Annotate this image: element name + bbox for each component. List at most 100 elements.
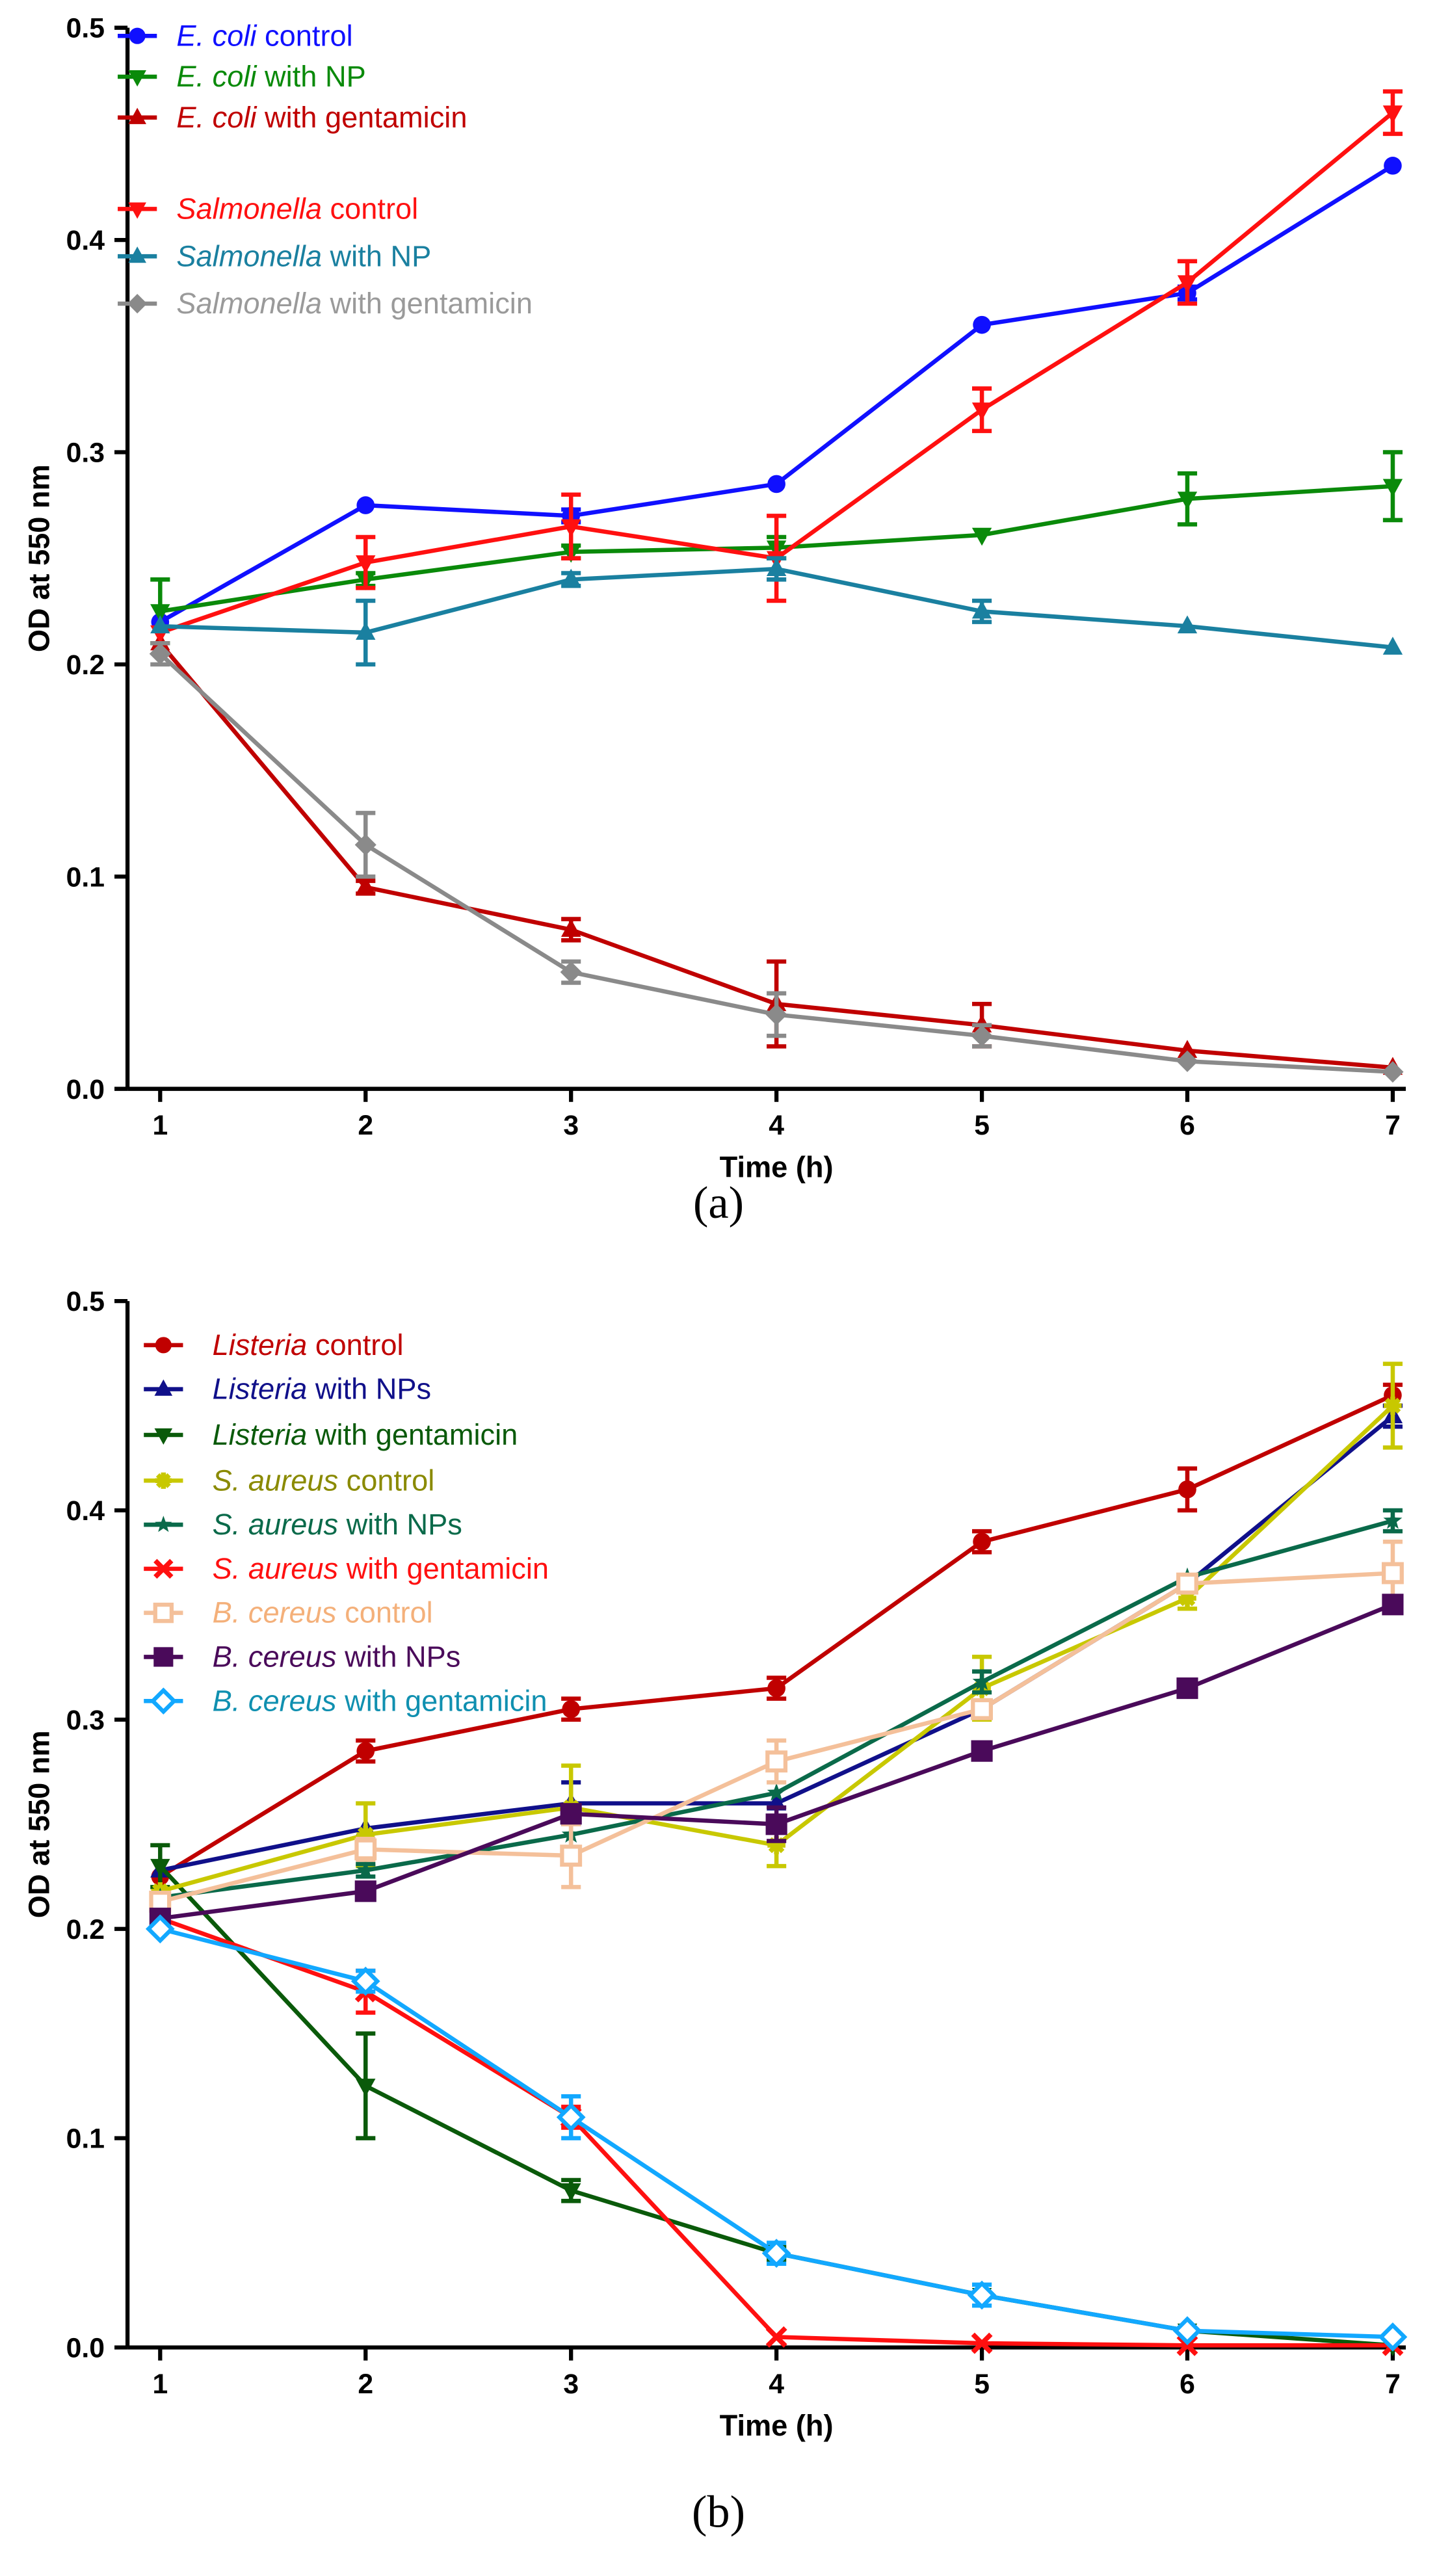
marker-x xyxy=(971,2332,993,2354)
marker-square xyxy=(354,1880,376,1902)
y-axis-title: OD at 550 nm xyxy=(23,464,56,652)
y-axis-title: OD at 550 nm xyxy=(23,1730,56,1918)
legend-label: S. aureus with NPs xyxy=(213,1508,462,1541)
legend-label-italic: Salmonella xyxy=(176,239,322,272)
legend-item: S. aureus with gentamicin xyxy=(144,1552,549,1585)
marker-diamond-open xyxy=(556,2103,586,2132)
x-tick-label: 6 xyxy=(1180,2369,1195,2400)
legend-item: E. coli with NP xyxy=(118,60,366,93)
marker-x xyxy=(1176,2334,1198,2356)
marker-tri-down xyxy=(356,555,376,573)
marker-circle xyxy=(973,315,991,334)
legend-item: B. cereus control xyxy=(144,1596,433,1629)
marker-diamond-open xyxy=(967,2280,997,2310)
marker-diamond xyxy=(560,961,582,983)
marker-diamond xyxy=(765,1003,787,1026)
legend-item: Listeria with gentamicin xyxy=(144,1418,518,1451)
marker-tri-up xyxy=(561,568,581,587)
legend-label-rest: with NP xyxy=(322,239,431,272)
y-tick-label: 0.5 xyxy=(66,1286,105,1317)
legend-label: Listeria with NPs xyxy=(213,1373,432,1406)
legend-label: Salmonella with gentamicin xyxy=(176,287,533,320)
legend-label-italic: Listeria xyxy=(213,1418,308,1451)
x-tick-label: 5 xyxy=(974,2369,990,2400)
legend-label-rest: with NPs xyxy=(307,1373,431,1406)
legend-label: E. coli with gentamicin xyxy=(176,101,467,134)
legend-item: Listeria control xyxy=(144,1328,404,1361)
x-tick-label: 2 xyxy=(358,2369,373,2400)
legend-item: Salmonella with gentamicin xyxy=(118,287,533,320)
marker-circle xyxy=(767,475,785,493)
y-tick-label: 0.1 xyxy=(66,2123,105,2155)
legend-label-rest: with gentamicin xyxy=(337,1684,547,1717)
legend-label-rest: control xyxy=(322,192,418,225)
marker-tri-down xyxy=(150,604,170,622)
series-line xyxy=(159,1926,1393,2339)
marker-tri-up xyxy=(356,876,376,895)
legend-label-italic: E. coli xyxy=(176,60,257,93)
x-tick-label: 3 xyxy=(563,2369,579,2400)
legend-label: Salmonella control xyxy=(176,192,418,225)
marker-square-open xyxy=(1176,1572,1198,1595)
legend-item: B. cereus with NPs xyxy=(144,1640,460,1673)
y-tick-label: 0.3 xyxy=(66,438,105,469)
legend-label-italic: B. cereus xyxy=(213,1684,337,1717)
y-tick-label: 0.2 xyxy=(66,1914,105,1945)
legend-label-italic: S. aureus xyxy=(213,1508,338,1541)
y-tick-label: 0.4 xyxy=(66,1495,105,1527)
marker-tri-up xyxy=(766,558,787,577)
series-line xyxy=(158,1864,1393,2348)
x-tick-label: 1 xyxy=(152,1110,168,1141)
marker-diamond-open xyxy=(1378,2322,1408,2352)
marker-circle xyxy=(767,1679,785,1698)
series-0 xyxy=(151,1382,1403,1886)
marker-square xyxy=(971,1740,993,1762)
legend-item: S. aureus control xyxy=(144,1464,434,1497)
x-tick-label: 2 xyxy=(358,1110,373,1141)
chart-panel-b: 0.0 0.1 0.2 0.3 0.4 0.5 1 2 3 4 5 6 7 Time (h) OD at 5… xyxy=(23,1286,1408,2538)
legend-item: Salmonella control xyxy=(118,192,418,225)
legend-label: E. coli control xyxy=(176,19,352,52)
y-tick-label: 0.5 xyxy=(66,13,105,44)
marker-tri-down xyxy=(1177,275,1198,293)
marker-tri-up xyxy=(128,246,146,263)
marker-tri-down xyxy=(1382,105,1403,124)
legend-label-rest: control xyxy=(256,19,352,52)
marker-square xyxy=(1176,1677,1198,1700)
legend-label: B. cereus control xyxy=(213,1596,433,1629)
marker-star xyxy=(356,1860,375,1878)
marker-square-open xyxy=(560,1845,583,1867)
marker-tri-down xyxy=(356,2079,376,2097)
x-tick-label: 4 xyxy=(769,1110,784,1141)
series-4 xyxy=(150,556,1403,667)
marker-diamond xyxy=(354,834,376,856)
y-tick-label: 0.2 xyxy=(66,650,105,681)
marker-tri-up xyxy=(150,615,170,634)
panel-caption: (b) xyxy=(692,2487,745,2538)
legend-label: E. coli with NP xyxy=(176,60,365,93)
marker-tri-down xyxy=(1382,479,1403,497)
marker-circle xyxy=(356,1742,375,1760)
y-tick-label: 0.4 xyxy=(66,225,105,256)
x-axis-title: Time (h) xyxy=(720,2409,834,2442)
x-tick-label: 3 xyxy=(563,1110,579,1141)
legend-label-rest: control xyxy=(337,1596,433,1629)
marker-tri-down xyxy=(150,1859,170,1877)
marker-circle xyxy=(1178,1480,1196,1499)
marker-circle xyxy=(973,1532,991,1551)
legend-label-rest: with NPs xyxy=(337,1640,461,1673)
marker-tri-up xyxy=(971,600,992,619)
chart-panel-a: 0.0 0.1 0.2 0.3 0.4 0.5 1 2 3 4 5 6 7 Time (h) OD at 5… xyxy=(23,13,1406,1228)
legend-item: Salmonella with NP xyxy=(118,239,431,272)
x-axis-title: Time (h) xyxy=(720,1150,834,1183)
marker-tri-down xyxy=(1177,492,1198,510)
marker-diamond-open xyxy=(150,1687,178,1715)
legend-label-italic: E. coli xyxy=(176,101,257,134)
legend-label-italic: Salmonella xyxy=(176,287,322,320)
marker-asterisk xyxy=(1384,1397,1402,1415)
marker-square-open xyxy=(153,1602,174,1623)
series-8 xyxy=(145,1914,1408,2352)
series-7 xyxy=(149,1594,1404,1930)
legend-item: S. aureus with NPs xyxy=(144,1508,462,1541)
series-line xyxy=(159,1916,1393,2348)
